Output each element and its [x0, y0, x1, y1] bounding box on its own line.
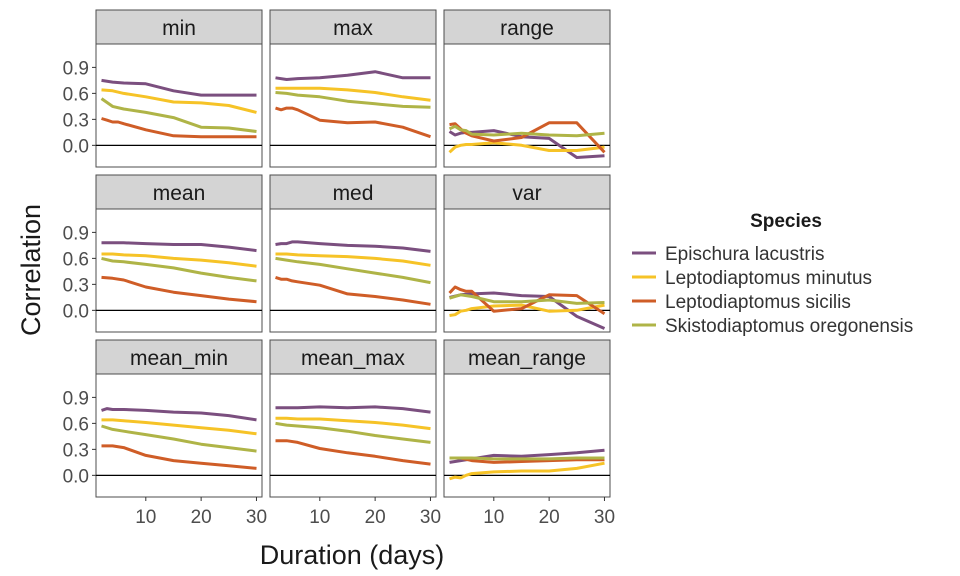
series-line-skistodiaptomus-oregonensis [449, 293, 605, 305]
x-tick-label: 10 [483, 507, 504, 528]
series-line-leptodiaptomus-sicilis [101, 444, 257, 470]
legend-label: Leptodiaptomus sicilis [665, 292, 851, 313]
series-line-leptodiaptomus-sicilis [275, 439, 431, 466]
legend-title: Species [750, 211, 822, 232]
facet-strip-label: mean_min [130, 347, 228, 370]
panel-border [95, 43, 263, 168]
facet-strip-label: mean [153, 182, 206, 205]
series-line-skistodiaptomus-oregonensis [101, 256, 257, 283]
x-tick-label: 30 [420, 507, 441, 528]
y-tick-label: 0.9 [63, 58, 89, 79]
facet-strip-label: range [500, 17, 554, 40]
series-line-leptodiaptomus-sicilis [448, 285, 606, 316]
series-line-skistodiaptomus-oregonensis [275, 421, 431, 444]
y-tick-label: 0.6 [63, 414, 89, 435]
x-tick-label: 20 [191, 507, 212, 528]
y-tick-label: 0.0 [63, 301, 89, 322]
series-line-skistodiaptomus-oregonensis [101, 424, 257, 453]
series-line-leptodiaptomus-minutus [101, 88, 257, 114]
y-tick-label: 0.0 [63, 466, 89, 487]
facet-max: max [269, 9, 437, 168]
series-line-epischura-lacustris [101, 407, 257, 422]
facet-strip-label: min [162, 17, 196, 40]
facet-range: range [443, 9, 611, 168]
series-line-leptodiaptomus-minutus [101, 252, 257, 268]
y-tick-label: 0.3 [63, 110, 89, 131]
facet-mean-max: mean_max 10 20 30 [269, 339, 441, 528]
facet-strip [443, 339, 611, 375]
facet-var: var [443, 174, 611, 333]
series-line-leptodiaptomus-sicilis [275, 106, 431, 139]
x-tick-label: 10 [309, 507, 330, 528]
series-line-leptodiaptomus-minutus [449, 461, 605, 481]
x-axis-title: Duration (days) [260, 540, 445, 570]
x-tick-label: 30 [594, 507, 615, 528]
facet-strip-label: mean_range [468, 347, 586, 370]
legend: Species Epischura lacustris Leptodiaptomu… [632, 211, 913, 337]
x-tick-label: 10 [135, 507, 156, 528]
y-axis-title: Correlation [16, 204, 46, 336]
series-line-leptodiaptomus-minutus [275, 86, 431, 102]
facet-strip [269, 174, 437, 210]
series-line-leptodiaptomus-sicilis [101, 117, 257, 139]
legend-label: Skistodiaptomus oregonensis [665, 316, 913, 337]
series-line-leptodiaptomus-minutus [448, 141, 605, 154]
y-tick-label: 0.9 [63, 388, 89, 409]
facet-strip [443, 174, 611, 210]
series-line-leptodiaptomus-sicilis [275, 275, 431, 306]
series-line-epischura-lacustris [449, 448, 605, 464]
facet-mean-range: mean_range 10 20 30 [443, 339, 615, 528]
y-tick-label: 0.9 [63, 223, 89, 244]
facet-mean-min: mean_min 0.0 0.3 0.6 0.9 10 20 30 [63, 339, 267, 528]
series-line-skistodiaptomus-oregonensis [448, 124, 605, 138]
series-line-epischura-lacustris [275, 240, 431, 253]
series-line-epischura-lacustris [448, 129, 605, 159]
panel-border [269, 373, 437, 498]
facet-strip [95, 339, 263, 375]
series-line-epischura-lacustris [275, 405, 431, 414]
facet-strip-label: var [512, 182, 541, 205]
series-line-epischura-lacustris [275, 70, 431, 81]
facet-strip [443, 9, 611, 45]
legend-label: Leptodiaptomus minutus [665, 268, 872, 289]
series-line-leptodiaptomus-minutus [449, 303, 605, 317]
series-line-epischura-lacustris [101, 78, 257, 97]
x-tick-label: 30 [246, 507, 267, 528]
facet-strip [95, 9, 263, 45]
panel-border [95, 208, 263, 333]
y-tick-label: 0.3 [63, 440, 89, 461]
series-line-leptodiaptomus-minutus [101, 418, 257, 436]
panel-border [95, 373, 263, 498]
series-line-leptodiaptomus-sicilis [101, 275, 257, 304]
y-tick-label: 0.0 [63, 136, 89, 157]
series-line-skistodiaptomus-oregonensis [275, 91, 431, 109]
legend-label: Epischura lacustris [665, 244, 824, 265]
facet-strip [269, 339, 437, 375]
facet-strip-label: mean_max [301, 347, 405, 370]
facet-med: med [269, 174, 437, 333]
panel-border [443, 373, 611, 498]
series-line-skistodiaptomus-oregonensis [275, 256, 431, 285]
facet-strip-label: med [333, 182, 374, 205]
y-tick-label: 0.6 [63, 249, 89, 270]
facet-min: min 0.0 0.3 0.6 0.9 [63, 9, 263, 168]
y-tick-label: 0.6 [63, 84, 89, 105]
series-line-skistodiaptomus-oregonensis [449, 456, 605, 461]
series-line-leptodiaptomus-minutus [275, 416, 431, 431]
facet-mean: mean 0.0 0.3 0.6 0.9 [63, 174, 263, 333]
facet-strip-label: max [333, 17, 373, 40]
series-line-epischura-lacustris [101, 241, 257, 253]
panel-border [443, 208, 611, 333]
x-tick-label: 20 [365, 507, 386, 528]
x-tick-label: 20 [539, 507, 560, 528]
series-line-leptodiaptomus-minutus [275, 252, 431, 267]
y-tick-label: 0.3 [63, 275, 89, 296]
series-line-skistodiaptomus-oregonensis [100, 97, 257, 133]
